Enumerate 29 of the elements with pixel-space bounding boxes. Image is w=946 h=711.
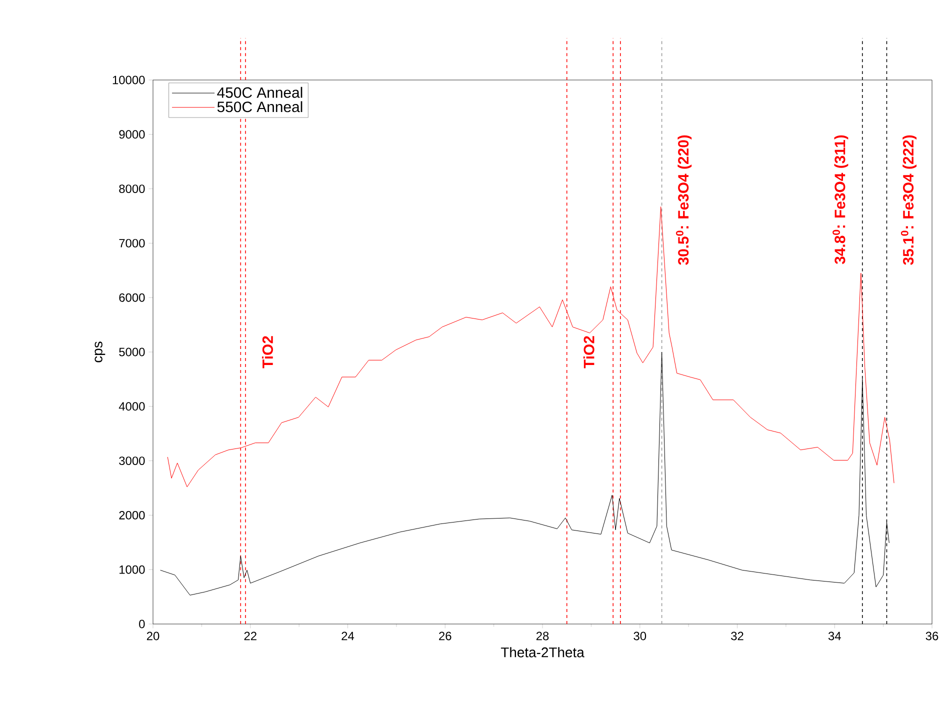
y-tick-label: 5000: [119, 348, 145, 356]
x-tick-label: 24: [342, 632, 354, 640]
x-tick-label: 28: [536, 632, 549, 640]
ref-line-label: 35.1$^{0}$: Fe3O4 (222): [900, 135, 917, 265]
y-tick-label: 9000: [119, 130, 145, 139]
y-tick-label: 7000: [119, 238, 145, 248]
x-tick-label: 36: [926, 632, 938, 640]
legend-label: 550C Anneal: [217, 101, 302, 112]
ref-line-label: 34.8$^{0}$: Fe3O4 (311): [832, 135, 848, 264]
ref-line-label: 30.5$^{0}$: Fe3O4 (220): [676, 135, 692, 265]
x-tick-label: 20: [146, 632, 160, 640]
y-tick-label: 10000: [112, 76, 145, 84]
x-tick-label: 22: [244, 632, 256, 640]
y-tick-label: 4000: [118, 402, 145, 411]
legend-label: 450C Anneal: [217, 86, 302, 98]
x-axis-title: Theta-2Theta: [500, 647, 584, 658]
y-tick-label: 1000: [120, 565, 145, 574]
x-tick-label: 26: [439, 632, 452, 640]
ref-line-label: TiO2: [583, 336, 594, 368]
y-tick-label: 2000: [119, 510, 145, 520]
x-tick-label: 34: [828, 632, 841, 640]
x-tick-label: 32: [731, 632, 744, 640]
y-tick-label: 8000: [119, 184, 145, 194]
y-tick-label: 0: [139, 620, 145, 628]
y-tick-label: 6000: [119, 293, 145, 302]
y-axis-title: cps: [94, 342, 106, 362]
y-tick-label: 3000: [119, 456, 145, 466]
x-tick-label: 30: [634, 632, 646, 640]
ref-line-label: TiO2: [262, 336, 273, 368]
